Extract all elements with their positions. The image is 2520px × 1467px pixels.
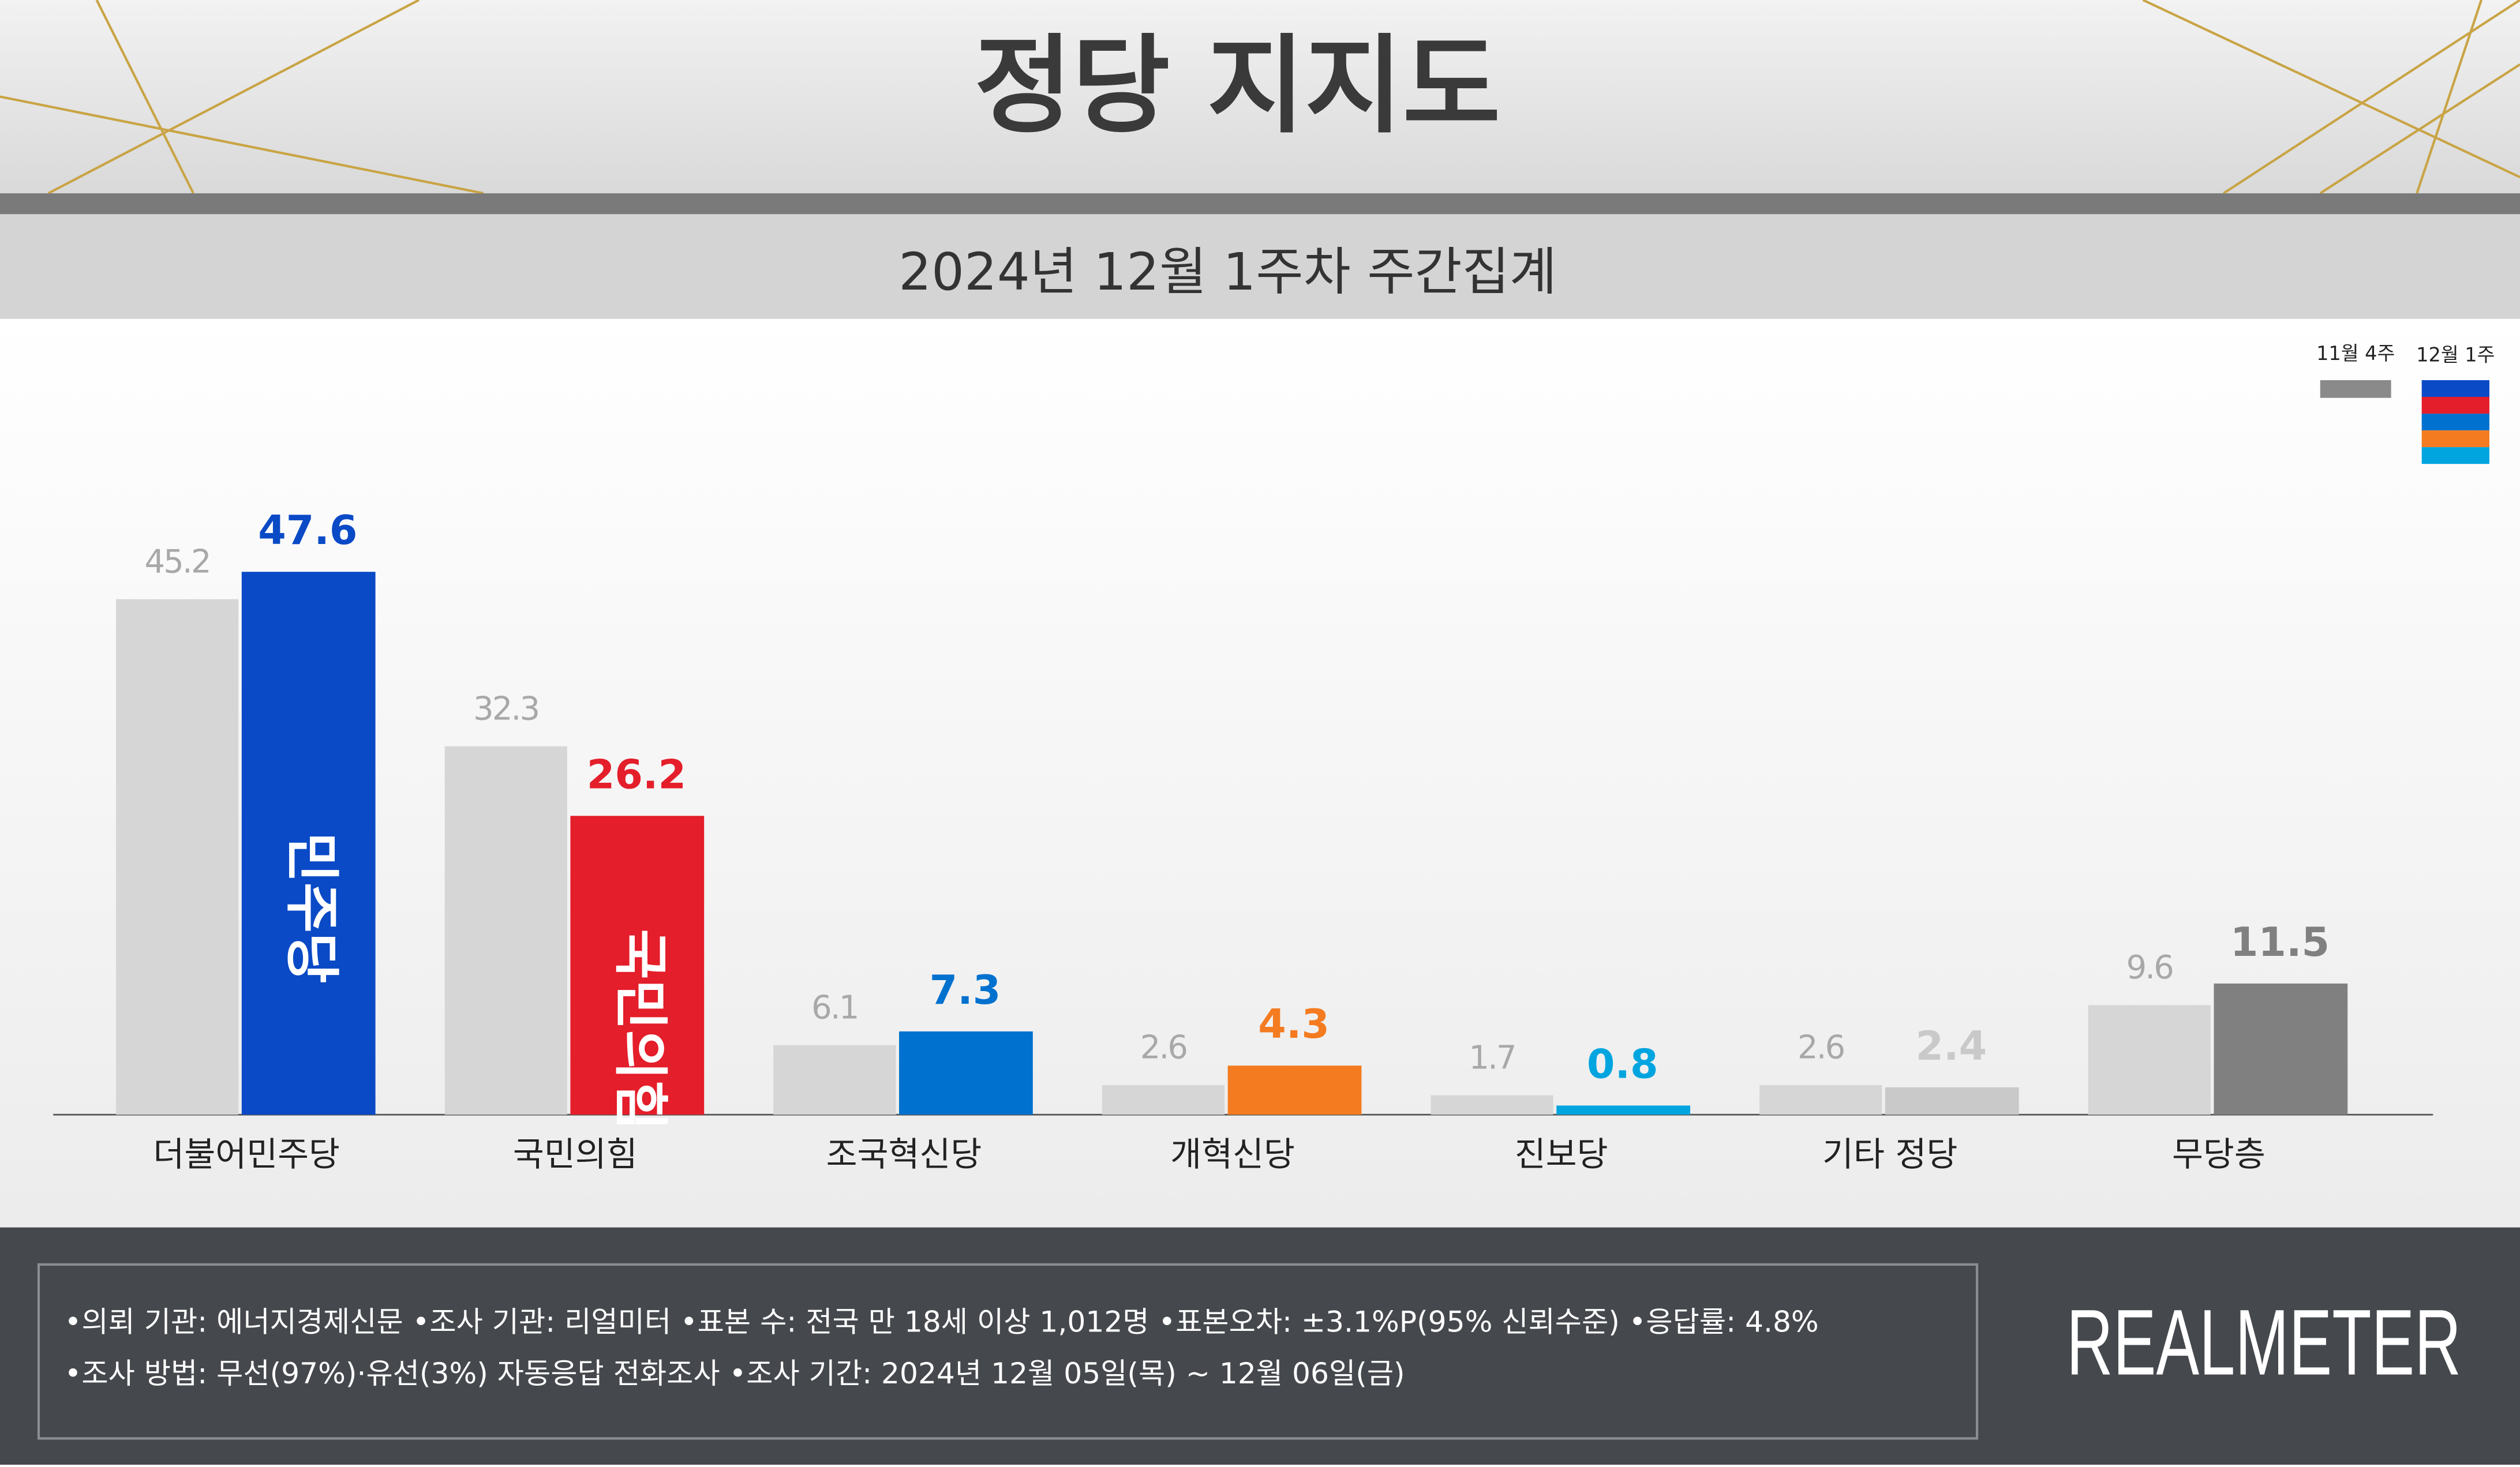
value-label: 26.2: [587, 751, 686, 798]
subtitle-band: [0, 214, 2520, 319]
value-label: 47.6: [258, 507, 357, 554]
value-label: 9.6: [2126, 949, 2173, 986]
header-bg: [0, 0, 2520, 194]
value-label: 7.3: [930, 967, 1001, 1014]
bar: [773, 1045, 896, 1115]
subtitle: 2024년 12월 1주차 주간집계: [898, 242, 1557, 302]
legend-swatch: [2421, 397, 2489, 414]
value-label: 45.2: [145, 543, 210, 580]
x-tick-label: 국민의힘: [513, 1135, 638, 1174]
decor: [0, 0, 2520, 195]
bar-logo: 국민의힘: [608, 929, 672, 1130]
value-label: 1.7: [1469, 1039, 1515, 1076]
x-tick-label: 개혁신당: [1170, 1135, 1295, 1174]
bar: [1227, 1065, 1362, 1115]
bar-logo: 민주당: [279, 832, 343, 983]
legend-label: 11월 4주: [2316, 342, 2395, 365]
bar: [1556, 1105, 1691, 1115]
value-label: 2.6: [1798, 1029, 1844, 1067]
legend-swatch: [2421, 447, 2489, 464]
footer-line: •의뢰 기관: 에너지경제신문 •조사 기관: 리얼미터 •표본 수: 전국 만…: [65, 1305, 1819, 1339]
value-label: 0.8: [1587, 1041, 1658, 1087]
bar: [241, 572, 376, 1115]
bar: [1759, 1085, 1882, 1115]
bar: [2214, 983, 2348, 1115]
bar: [570, 816, 705, 1115]
footer-box: [37, 1263, 1979, 1440]
bar: [1102, 1085, 1225, 1115]
brand: REALMETER: [2066, 1290, 2461, 1395]
bar: [444, 746, 567, 1115]
bar: [1885, 1087, 2019, 1115]
bar: [2088, 1005, 2211, 1115]
value-label: 6.1: [811, 989, 858, 1026]
footer-bg: [0, 1227, 2520, 1466]
legend-swatch: [2421, 380, 2489, 397]
x-tick-label: 더불어민주당: [153, 1135, 340, 1174]
value-label: 2.4: [1916, 1023, 1987, 1070]
header-band: [0, 193, 2520, 215]
value-label: 32.3: [473, 690, 538, 727]
bar: [899, 1031, 1033, 1115]
x-tick-label: 조국혁신당: [826, 1135, 982, 1174]
title: 정당 지지도: [975, 24, 1501, 148]
footer-line: •조사 방법: 무선(97%)·유선(3%) 자동응답 전화조사 •조사 기간:…: [65, 1356, 1405, 1390]
legend-label: 12월 1주: [2416, 344, 2495, 366]
value-label: 2.6: [1140, 1029, 1186, 1067]
x-tick-label: 진보당: [1515, 1135, 1608, 1174]
legend-swatch: [2421, 414, 2489, 431]
value-label: 4.3: [1258, 1001, 1330, 1048]
legend-swatch: [2320, 380, 2391, 398]
x-tick-label: 기타 정당: [1822, 1135, 1957, 1174]
legend-swatch: [2421, 430, 2489, 448]
bar: [1431, 1095, 1553, 1115]
x-tick-label: 무당층: [2172, 1135, 2266, 1174]
bar: [116, 599, 239, 1115]
value-label: 11.5: [2230, 919, 2330, 966]
